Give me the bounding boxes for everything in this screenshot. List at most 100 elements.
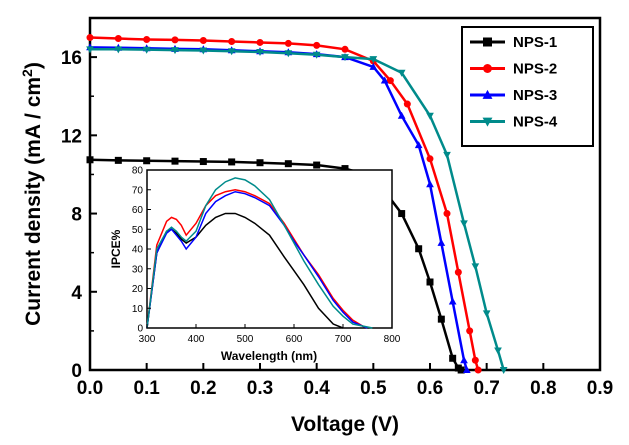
main-x-ticks: 0.0 0.1 0.2 0.3 0.4 0.5 0.6 0.7 0.8 0.9 bbox=[77, 363, 613, 399]
inset-plot-frame bbox=[146, 169, 393, 329]
legend-marker bbox=[483, 37, 492, 47]
legend-item: NPS-3 bbox=[470, 87, 557, 104]
data-point bbox=[313, 41, 321, 49]
inset-x-axis-title: Wavelength (nm) bbox=[221, 349, 317, 363]
data-point bbox=[403, 100, 411, 108]
data-point bbox=[414, 141, 423, 149]
inset-y-ticks: 0 10 20 30 40 50 60 70 80 bbox=[132, 166, 151, 335]
inset-x-tick-label: 400 bbox=[188, 334, 205, 345]
x-tick-label: 0.4 bbox=[303, 378, 330, 399]
inset-series-line bbox=[146, 188, 368, 329]
y-tick-label: 0 bbox=[71, 361, 82, 382]
inset-x-tick-label: 800 bbox=[384, 334, 401, 345]
data-point bbox=[86, 156, 94, 164]
data-point bbox=[426, 155, 434, 163]
y-tick-label: 12 bbox=[61, 126, 82, 147]
data-point bbox=[341, 54, 349, 62]
data-point bbox=[426, 278, 434, 286]
inset-y-tick-label: 20 bbox=[132, 284, 144, 295]
legend-box bbox=[461, 26, 594, 147]
data-point bbox=[171, 36, 179, 44]
data-point bbox=[199, 158, 207, 166]
legend-label: NPS-3 bbox=[513, 87, 557, 104]
data-point bbox=[86, 46, 94, 54]
data-point bbox=[313, 161, 321, 169]
data-point bbox=[142, 46, 151, 54]
inset-y-tick-label: 70 bbox=[132, 185, 144, 196]
data-point bbox=[312, 51, 321, 59]
data-point bbox=[466, 327, 474, 335]
data-point bbox=[462, 365, 471, 373]
y-axis-title-close: ) bbox=[22, 62, 45, 69]
x-tick-label: 0.0 bbox=[77, 378, 103, 399]
inset-x-tick-label: 500 bbox=[237, 334, 254, 345]
x-axis-title: Voltage (V) bbox=[291, 413, 399, 436]
inset-chart: 300 400 500 600 700 800 0 10 20 30 40 50 60 70 80 Wav… bbox=[109, 166, 401, 364]
data-point bbox=[386, 77, 394, 85]
inset-series-line bbox=[146, 190, 368, 329]
series-nps-4 bbox=[86, 46, 508, 375]
inset-y-tick-label: 30 bbox=[132, 264, 144, 275]
data-point bbox=[449, 354, 457, 362]
data-point bbox=[471, 263, 480, 271]
data-point bbox=[398, 210, 406, 218]
x-tick-label: 0.1 bbox=[133, 378, 160, 399]
data-point bbox=[114, 156, 122, 164]
legend-label: NPS-4 bbox=[513, 114, 558, 131]
data-point bbox=[443, 210, 451, 218]
data-point bbox=[397, 111, 406, 119]
series-line bbox=[89, 158, 462, 372]
y-axis-title: Current density (mA / cm2) bbox=[19, 62, 45, 326]
data-point bbox=[143, 157, 151, 165]
inset-x-tick-label: 600 bbox=[286, 334, 303, 345]
data-point bbox=[114, 46, 123, 54]
x-tick-label: 0.6 bbox=[417, 378, 443, 399]
data-point bbox=[284, 39, 292, 47]
data-point bbox=[415, 245, 423, 253]
data-point bbox=[369, 56, 378, 64]
inset-y-tick-label: 50 bbox=[132, 225, 144, 236]
data-point bbox=[256, 159, 264, 167]
inset-y-tick-label: 80 bbox=[132, 166, 144, 177]
data-point bbox=[460, 220, 468, 228]
legend-item: NPS-2 bbox=[470, 61, 557, 78]
data-point bbox=[454, 268, 462, 276]
data-point bbox=[199, 36, 207, 44]
data-point bbox=[499, 367, 508, 375]
x-tick-label: 0.3 bbox=[247, 378, 273, 399]
main-series bbox=[86, 34, 508, 375]
data-point bbox=[397, 69, 406, 77]
data-point bbox=[228, 158, 236, 166]
data-point bbox=[460, 356, 468, 364]
data-point bbox=[457, 366, 465, 374]
inset-y-axis-title: IPCE% bbox=[109, 229, 123, 268]
data-point bbox=[474, 366, 482, 374]
x-tick-label: 0.9 bbox=[587, 378, 613, 399]
data-point bbox=[443, 151, 451, 159]
data-point bbox=[256, 38, 264, 46]
y-tick-label: 8 bbox=[71, 205, 82, 226]
data-point bbox=[426, 180, 434, 188]
data-point bbox=[143, 36, 151, 44]
data-point bbox=[227, 48, 236, 56]
legend-marker bbox=[482, 117, 493, 127]
inset-x-tick-label: 700 bbox=[335, 334, 352, 345]
data-point bbox=[471, 356, 479, 364]
data-point bbox=[86, 34, 94, 42]
inset-series bbox=[146, 177, 373, 329]
inset-y-tick-label: 0 bbox=[137, 324, 143, 335]
data-point bbox=[341, 45, 349, 53]
main-chart: 0.0 0.1 0.2 0.3 0.4 0.5 0.6 0.7 0.8 0.9 0 4 8 12 16 V… bbox=[19, 16, 613, 436]
inset-y-tick-label: 40 bbox=[132, 245, 144, 256]
x-tick-label: 0.2 bbox=[190, 378, 216, 399]
legend-item: NPS-1 bbox=[470, 34, 557, 51]
legend: NPS-1 NPS-2 NPS-3 NPS-4 bbox=[461, 26, 594, 147]
data-point bbox=[482, 310, 491, 318]
data-point bbox=[284, 50, 293, 58]
main-y-ticks: 0 4 8 12 16 bbox=[61, 48, 97, 382]
inset-y-tick-label: 10 bbox=[132, 304, 144, 315]
data-point bbox=[114, 35, 122, 43]
data-point bbox=[426, 112, 434, 120]
data-point bbox=[494, 347, 502, 355]
legend-marker bbox=[483, 64, 492, 73]
